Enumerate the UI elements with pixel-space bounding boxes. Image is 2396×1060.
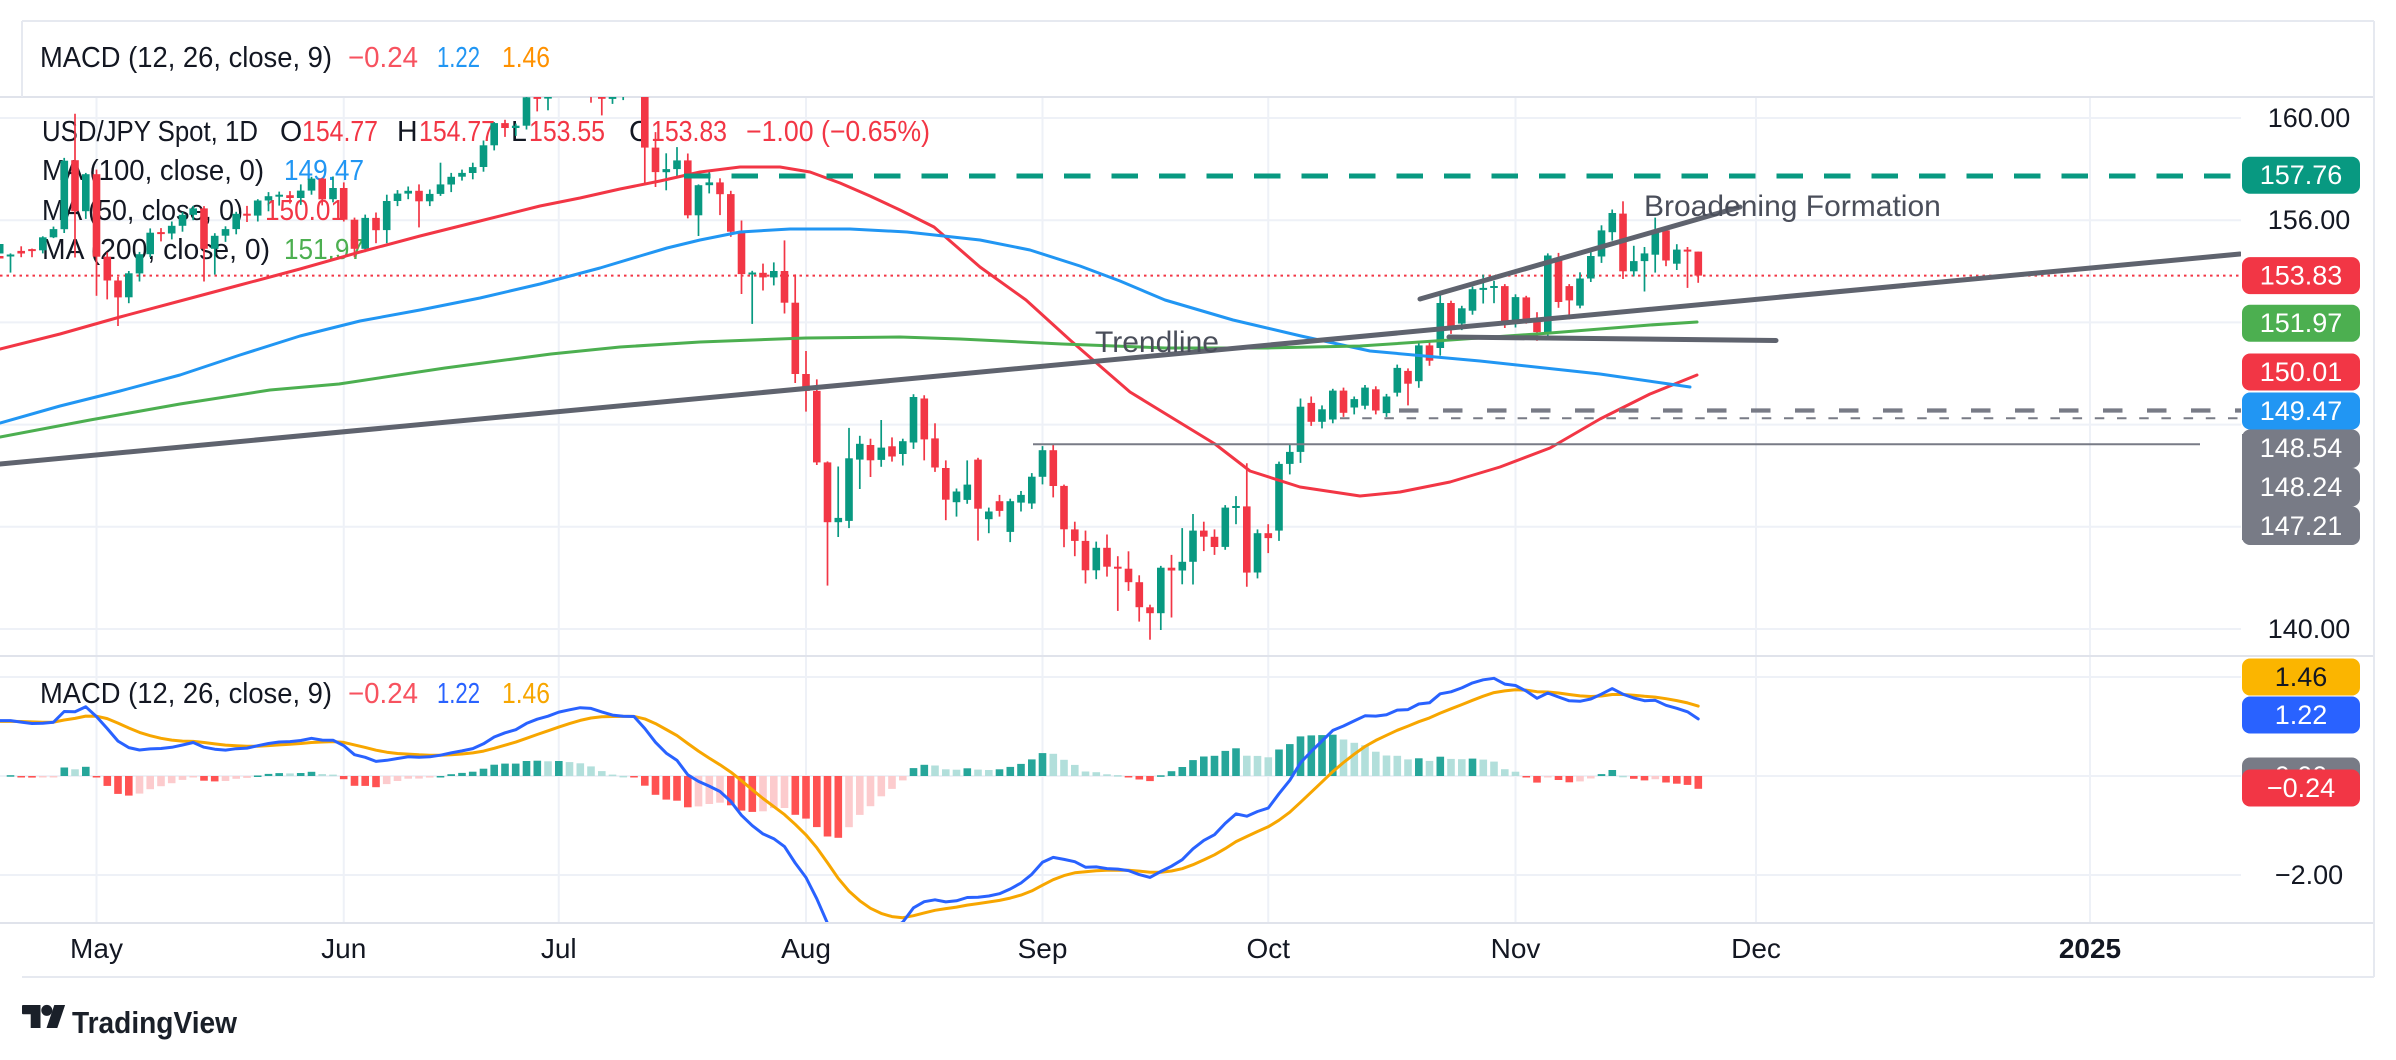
svg-text:1.46: 1.46 (2275, 662, 2328, 692)
svg-text:Sep: Sep (1018, 933, 1068, 964)
svg-text:150.01: 150.01 (2260, 357, 2343, 387)
svg-text:−0.24: −0.24 (2267, 773, 2335, 803)
svg-text:May: May (70, 933, 123, 964)
svg-text:−1.00 (−0.65%): −1.00 (−0.65%) (746, 116, 930, 148)
svg-text:−0.24: −0.24 (348, 678, 418, 710)
svg-text:157.76: 157.76 (2260, 160, 2343, 190)
svg-text:Jun: Jun (321, 933, 366, 964)
svg-text:160.00: 160.00 (2268, 103, 2351, 133)
svg-text:150.01: 150.01 (265, 195, 345, 227)
svg-text:−0.24: −0.24 (348, 42, 418, 74)
svg-text:MA (200, close, 0): MA (200, close, 0) (42, 234, 270, 266)
svg-text:153.83: 153.83 (2260, 261, 2343, 291)
svg-text:Nov: Nov (1491, 933, 1541, 964)
svg-text:151.97: 151.97 (2260, 308, 2343, 338)
svg-text:140.00: 140.00 (2268, 614, 2351, 644)
svg-text:153.55: 153.55 (529, 116, 605, 148)
svg-text:H: H (397, 116, 418, 148)
svg-text:148.24: 148.24 (2260, 472, 2343, 502)
svg-text:−2.00: −2.00 (2275, 860, 2343, 890)
svg-text:USD/JPY Spot, 1D: USD/JPY Spot, 1D (42, 116, 258, 148)
svg-text:1.22: 1.22 (2275, 700, 2328, 730)
svg-text:154.77: 154.77 (419, 116, 495, 148)
svg-text:148.54: 148.54 (2260, 433, 2343, 463)
svg-text:153.83: 153.83 (651, 116, 727, 148)
svg-text:1.46: 1.46 (502, 678, 550, 710)
svg-text:Jul: Jul (541, 933, 577, 964)
svg-text:MACD (12, 26, close, 9): MACD (12, 26, close, 9) (40, 42, 332, 74)
svg-text:MA (100, close, 0): MA (100, close, 0) (42, 155, 264, 187)
svg-text:O: O (280, 116, 302, 148)
svg-text:Broadening Formation: Broadening Formation (1644, 190, 1941, 223)
svg-text:Trendline: Trendline (1095, 326, 1219, 359)
svg-text:147.21: 147.21 (2260, 511, 2343, 541)
svg-text:MACD (12, 26, close, 9): MACD (12, 26, close, 9) (40, 678, 332, 710)
svg-text:1.22: 1.22 (437, 42, 480, 74)
svg-text:154.77: 154.77 (302, 116, 378, 148)
svg-text:TradingView: TradingView (72, 1005, 238, 1040)
svg-text:Oct: Oct (1246, 933, 1290, 964)
svg-text:Aug: Aug (781, 933, 831, 964)
svg-text:1.46: 1.46 (502, 42, 550, 74)
svg-text:1.22: 1.22 (437, 678, 480, 710)
svg-text:2025: 2025 (2059, 933, 2121, 964)
svg-text:Dec: Dec (1731, 933, 1781, 964)
svg-text:156.00: 156.00 (2268, 205, 2351, 235)
svg-text:149.47: 149.47 (2260, 396, 2343, 426)
